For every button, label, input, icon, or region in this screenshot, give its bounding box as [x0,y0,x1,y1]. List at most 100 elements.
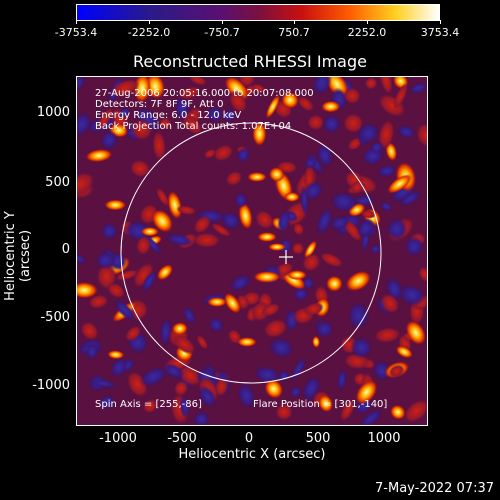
info-flare-position: Flare Position = [301,-140] [253,399,388,410]
y-tick-label: 1000 [36,105,70,120]
colorbar-tick [222,20,223,24]
rhessi-image-plot: 27-Aug-2006 20:05:16.000 to 20:07:08.000… [76,76,428,426]
image-blob [388,364,405,378]
image-blob [163,363,184,380]
image-hot-blob [253,271,281,283]
image-blob [234,192,248,209]
image-blob [321,100,341,113]
image-blob [193,411,210,425]
image-blob [208,317,224,333]
image-blob [77,281,99,299]
colorbar-tick-label: 750.7 [278,26,310,39]
image-blob [297,96,315,112]
image-blob [300,184,309,216]
image-blob [182,114,203,135]
image-blob [171,322,188,336]
image-blob [357,122,380,145]
image-blob [399,190,422,207]
image-blob [281,91,299,109]
y-tick-label: 0 [61,242,70,257]
image-blob [77,77,86,91]
image-blob [192,232,221,248]
image-blob [223,292,242,314]
image-blob [203,148,217,159]
image-blob [292,222,305,236]
image-blob [364,77,378,90]
image-blob [77,252,87,264]
info-spin-axis: Spin Axis = [255,-86] [95,399,202,410]
image-blob [265,94,281,119]
image-blob [409,82,427,94]
image-blob [303,240,318,259]
image-blob [398,284,426,307]
image-blob [133,77,151,103]
x-tick-label: -500 [167,431,197,446]
image-blob [263,318,288,339]
colorbar-tick-label: 2252.0 [347,26,387,39]
image-hot-blob [257,232,277,242]
image-blob [141,270,158,293]
image-blob [291,242,305,255]
y-tick-label: 500 [45,175,70,190]
image-blob [104,199,127,211]
image-blob [115,269,140,281]
image-blob [369,244,382,254]
image-blob [276,209,292,234]
image-hot-blob [247,172,267,182]
image-blob [319,252,344,268]
image-blob [393,82,409,110]
colorbar-tick [149,20,150,24]
image-blob [379,77,393,95]
image-blob [125,325,142,342]
image-blob [88,294,109,309]
image-blob [113,299,137,322]
image-blob [151,209,174,233]
image-blob [404,236,424,257]
image-blob [77,171,95,197]
image-blob [132,262,155,288]
y-axis-label: Heliocentric Y (arcsec) [3,211,33,301]
image-blob [303,180,324,201]
colorbar-tick-label: -2252.0 [127,26,171,39]
image-blob [179,395,190,419]
image-blob [373,327,402,343]
image-hot-blob [268,243,286,251]
image-blob [380,293,400,314]
image-blob [329,191,357,213]
info-time-range: 27-Aug-2006 20:05:16.000 to 20:07:08.000 [95,88,314,99]
image-blob [356,218,375,239]
image-blob [268,166,285,182]
image-blob [129,159,151,178]
image-blob [212,144,234,162]
image-blob [228,89,248,114]
image-blob [395,345,413,359]
colorbar-tick-label: -750.7 [204,26,240,39]
image-blob [220,211,241,231]
plot-title: Reconstructed RHESSI Image [133,52,367,71]
image-blob [386,217,408,241]
image-blob [347,301,370,330]
image-blob [139,366,168,387]
image-blob [193,215,212,234]
image-blob [303,302,325,316]
image-blob [322,114,342,134]
image-blob [336,369,348,391]
image-blob [311,77,332,96]
x-tick-label: 0 [244,431,254,446]
image-blob [345,270,372,292]
image-blob [131,118,153,141]
image-blob [315,207,334,236]
image-blob [304,157,318,170]
info-detectors: Detectors: 7F 8F 9F, Att 0 [95,99,224,110]
image-blob [100,222,119,241]
x-tick-label: 1000 [367,431,401,446]
image-blob [206,105,224,123]
image-blob [80,321,99,341]
image-blob [77,111,93,137]
image-blob [379,201,393,212]
image-blob [136,235,151,256]
image-blob [329,215,350,231]
image-blob [403,399,427,423]
image-blob [107,282,126,299]
image-blob [264,378,284,399]
